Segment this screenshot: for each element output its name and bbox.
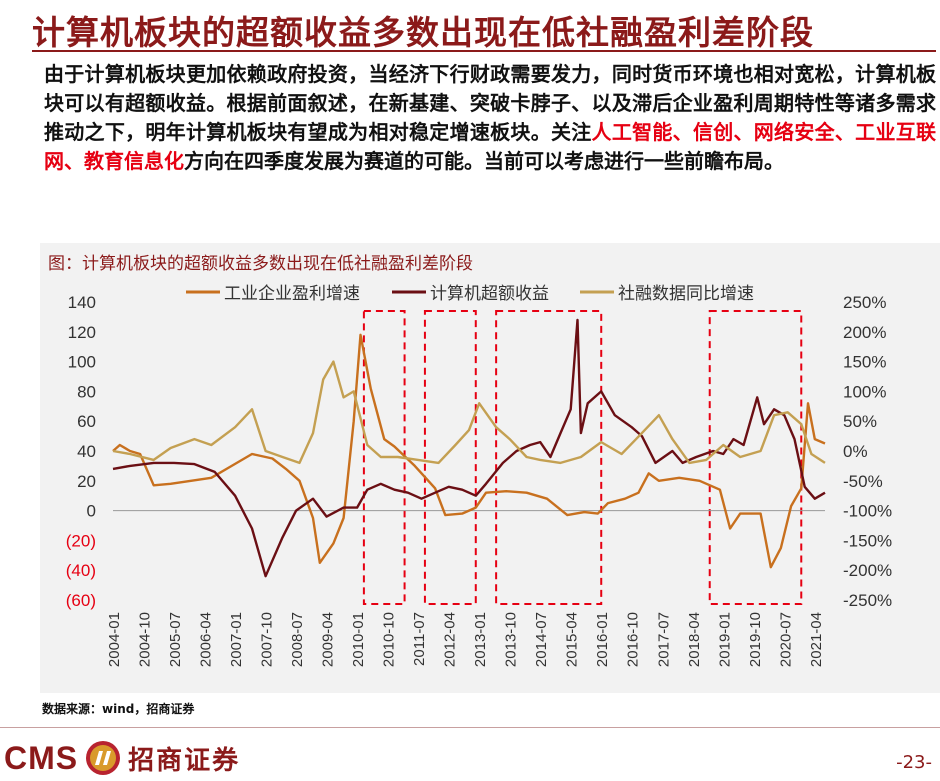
- y-right-tick-label: 250%: [843, 293, 886, 312]
- x-tick-label: 2010-01: [350, 612, 367, 667]
- y-right-tick-label: -50%: [843, 472, 883, 491]
- intro-text-1: 由于计算机板块更加依赖政府投资，当经济下行财政需要发力，同时货币环境也相对宽松，…: [44, 62, 936, 144]
- data-source: 数据来源：wind，招商证券: [42, 702, 195, 716]
- x-tick-label: 2021-04: [808, 612, 825, 667]
- y-right-tick-label: 200%: [843, 323, 886, 342]
- y-right-tick-label: -100%: [843, 502, 892, 521]
- x-tick-label: 2019-10: [747, 612, 764, 667]
- highlight-range-0: [362, 310, 406, 605]
- x-tick-label: 2012-04: [442, 612, 459, 667]
- x-tick-label: 2020-07: [777, 612, 794, 667]
- y-left-tick-label: 140: [68, 293, 96, 312]
- slide-title: 计算机板块的超额收益多数出现在低社融盈利差阶段: [32, 13, 814, 52]
- x-tick-label: 2004-10: [137, 612, 154, 667]
- x-tick-label: 2006-04: [198, 612, 215, 667]
- chart-panel: [40, 243, 940, 693]
- y-left-tick-label: 20: [77, 472, 96, 491]
- x-tick-label: 2005-07: [167, 612, 184, 667]
- series-line-0: [112, 333, 826, 569]
- title-divider: [32, 50, 936, 52]
- y-left-tick-label: 80: [77, 382, 96, 401]
- highlight-range-2: [495, 310, 603, 605]
- x-tick-label: 2007-10: [259, 612, 276, 667]
- legend-label-1: 计算机超额收益: [430, 284, 549, 304]
- y-left-tick-label: (20): [66, 531, 96, 550]
- intro-paragraph: 由于计算机板块更加依赖政府投资，当经济下行财政需要发力，同时货币环境也相对宽松，…: [44, 60, 936, 176]
- intro-highlight: 人工智能、信创、网络安全、工业互联网、教育信息化: [44, 120, 937, 173]
- x-tick-label: 2011-07: [411, 612, 428, 666]
- logo-emblem-icon: [86, 741, 121, 775]
- x-tick-label: 2018-04: [686, 612, 703, 667]
- y-left-tick-label: (60): [66, 591, 96, 610]
- highlight-range-1: [423, 310, 477, 605]
- x-tick-label: 2008-07: [289, 612, 306, 667]
- x-tick-label: 2007-01: [228, 612, 245, 667]
- y-left-tick-label: 120: [68, 323, 96, 342]
- x-tick-label: 2017-07: [655, 612, 672, 667]
- company-logo: CMS 招商证券: [4, 738, 240, 778]
- legend-label-0: 工业企业盈利增速: [224, 284, 360, 304]
- y-right-tick-label: -150%: [843, 531, 892, 550]
- y-right-tick-label: -200%: [843, 561, 892, 580]
- logo-cms-text: CMS: [4, 739, 79, 776]
- x-tick-label: 2013-01: [472, 612, 489, 667]
- x-tick-label: 2016-01: [594, 612, 611, 667]
- x-tick-label: 2010-10: [381, 612, 398, 667]
- y-left-tick-label: 40: [77, 442, 96, 461]
- intro-text-2: 方向在四季度发展为赛道的可能。当前可以考虑进行一些前瞻布局。: [184, 149, 784, 173]
- series-line-1: [112, 318, 826, 578]
- y-right-tick-label: 50%: [843, 412, 877, 431]
- y-left-tick-label: (40): [66, 561, 96, 580]
- logo-cn-text: 招商证券: [128, 745, 241, 776]
- y-left-tick-label: 100: [68, 353, 96, 372]
- x-tick-label: 2019-01: [716, 612, 733, 667]
- x-tick-label: 2015-04: [564, 612, 581, 667]
- y-left-tick-label: 0: [87, 502, 96, 521]
- y-right-tick-label: 0%: [843, 442, 868, 461]
- page-number: -23-: [896, 752, 932, 773]
- highlight-range-3: [708, 310, 803, 605]
- y-right-tick-label: -250%: [843, 591, 892, 610]
- y-right-tick-label: 150%: [843, 353, 886, 372]
- y-right-tick-label: 100%: [843, 382, 886, 401]
- x-tick-label: 2014-07: [533, 612, 550, 667]
- legend-label-2: 社融数据同比增速: [618, 284, 754, 304]
- chart-caption: 图：计算机板块的超额收益多数出现在低社融盈利差阶段: [48, 254, 473, 274]
- footer-divider: [0, 727, 940, 728]
- x-tick-label: 2016-10: [625, 612, 642, 667]
- x-tick-label: 2009-04: [320, 612, 337, 667]
- x-tick-label: 2004-01: [106, 612, 123, 667]
- x-tick-label: 2013-10: [503, 612, 520, 667]
- y-left-tick-label: 60: [77, 412, 96, 431]
- series-line-2: [112, 360, 826, 465]
